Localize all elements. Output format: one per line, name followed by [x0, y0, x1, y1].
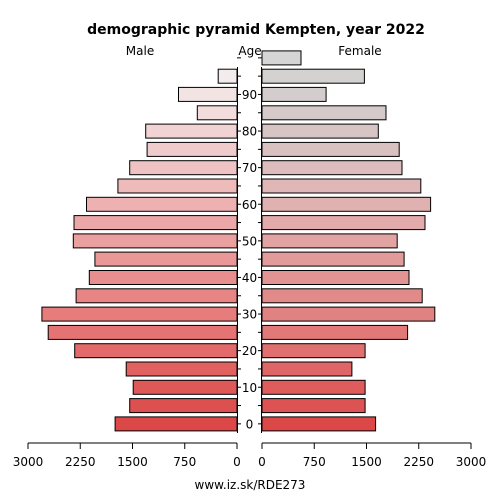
age-tick-label: 0: [246, 417, 254, 431]
age-tick-label: 80: [242, 125, 257, 139]
male-bar-18: [178, 86, 238, 102]
female-bar-2: [261, 379, 366, 395]
male-bar-7: [75, 288, 238, 304]
female-bar-5: [261, 324, 409, 340]
male-bar-10: [72, 233, 238, 249]
male-x-tick-label: 2250: [65, 455, 96, 469]
male-bar-19: [217, 68, 238, 84]
male-bar-8: [88, 270, 238, 285]
female-x-tick-label: 750: [303, 455, 326, 469]
female-bar-19: [261, 68, 365, 84]
female-bar-15: [261, 141, 400, 157]
male-bar-14: [129, 160, 238, 176]
male-bar-17: [196, 105, 238, 121]
male-x-tick-label: 3000: [13, 455, 44, 469]
male-bar-0: [114, 416, 238, 432]
female-bar-12: [261, 196, 432, 212]
female-bar-4: [261, 343, 366, 359]
chart-title: demographic pyramid Kempten, year 2022: [87, 22, 425, 38]
age-tick-label: 30: [242, 308, 257, 322]
age-tick-label: 10: [242, 381, 257, 395]
age-tick-label: 40: [242, 271, 257, 285]
male-bar-9: [94, 251, 238, 267]
male-bar-6: [41, 306, 238, 322]
female-bar-20: [261, 50, 302, 66]
male-bar-11: [73, 215, 238, 231]
male-bar-3: [125, 361, 238, 377]
age-tick-label: 90: [242, 88, 257, 102]
female-bar-9: [261, 251, 405, 267]
male-bar-16: [145, 123, 238, 139]
male-x-tick-label: 750: [173, 455, 196, 469]
female-bar-13: [261, 178, 422, 194]
male-bar-5: [47, 324, 238, 340]
x-axis: 3000 2250 1500 750 0 0 750 1500 2250 3000: [13, 442, 487, 469]
female-bar-6: [261, 306, 436, 322]
male-bar-4: [74, 343, 238, 359]
female-bar-0: [261, 416, 377, 432]
female-bar-16: [261, 123, 379, 139]
male-bar-1: [129, 398, 238, 414]
female-bar-14: [261, 160, 403, 176]
female-x-tick-label: 3000: [456, 455, 487, 469]
age-tick-label: 20: [242, 344, 257, 358]
female-bar-7: [261, 288, 423, 304]
age-tick-label: 50: [242, 234, 257, 248]
female-bar-18: [261, 86, 327, 102]
male-bar-13: [117, 178, 238, 194]
female-label: Female: [338, 44, 381, 58]
female-bar-10: [261, 233, 398, 249]
female-bar-17: [261, 105, 387, 121]
male-bar-2: [132, 379, 238, 395]
age-tick-label: 70: [242, 161, 257, 175]
male-x-tick-label: 1500: [117, 455, 148, 469]
age-label: Age: [238, 44, 261, 58]
female-x-tick-label: 0: [258, 455, 266, 469]
female-bars: [261, 50, 436, 432]
female-bar-3: [261, 361, 353, 377]
male-bar-12: [86, 196, 238, 212]
male-x-tick-label: 0: [233, 455, 241, 469]
male-bar-15: [146, 141, 238, 157]
age-axis: 0 10 20 30 40 50 60 70 80 90: [237, 57, 262, 433]
male-bars: [41, 68, 238, 432]
female-bar-11: [261, 215, 426, 231]
female-bar-1: [261, 398, 366, 414]
footer-source: www.iz.sk/RDE273: [195, 478, 306, 492]
female-x-tick-label: 1500: [351, 455, 382, 469]
age-tick-label: 60: [242, 198, 257, 212]
female-x-tick-label: 2250: [403, 455, 434, 469]
male-label: Male: [126, 44, 154, 58]
female-bar-8: [261, 270, 410, 285]
